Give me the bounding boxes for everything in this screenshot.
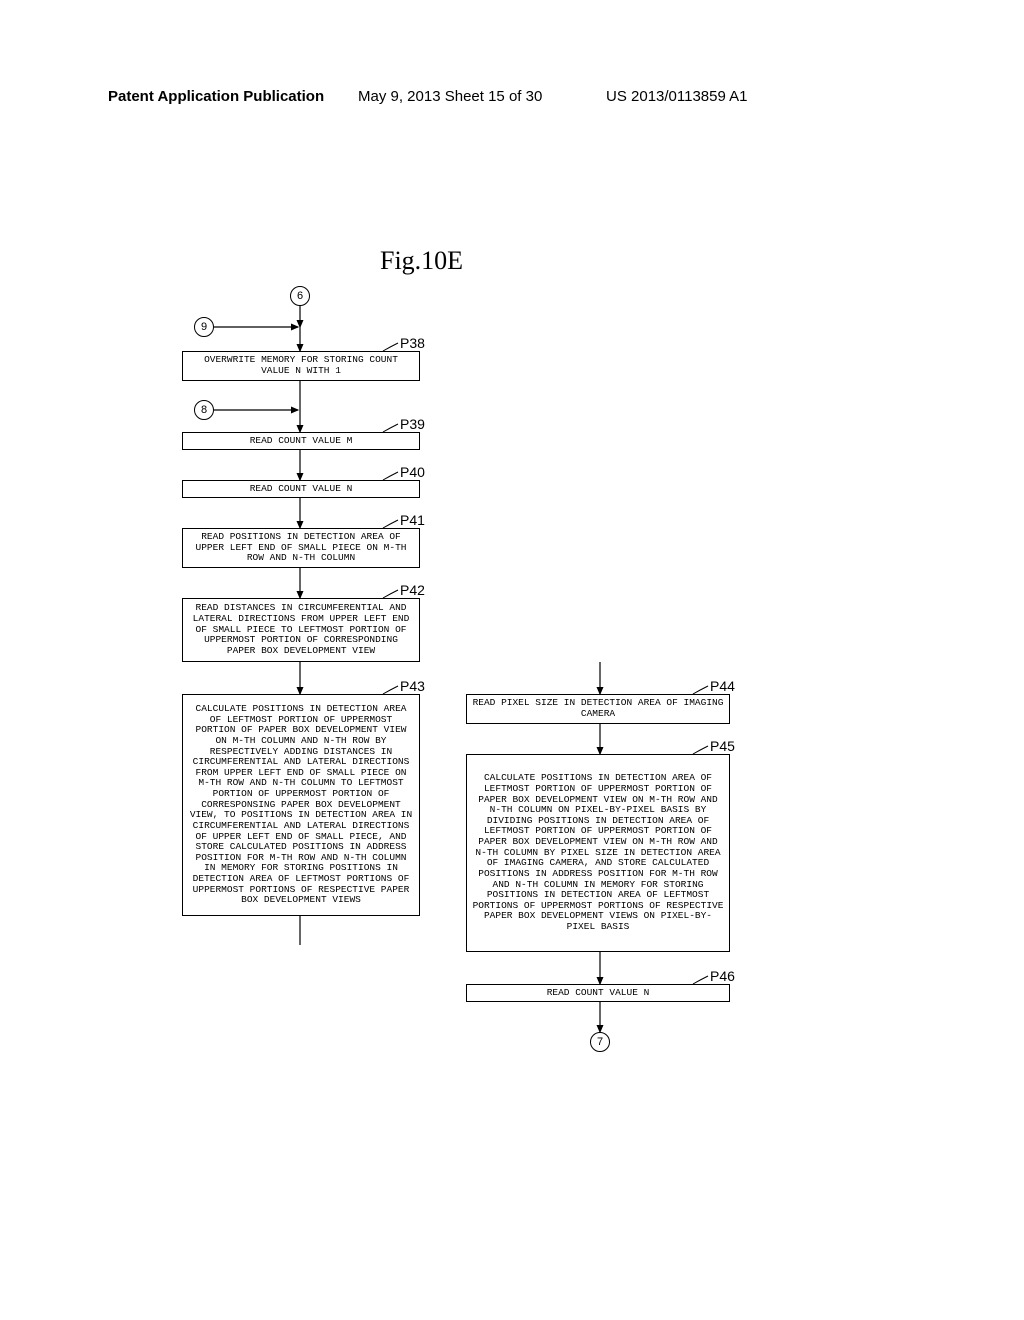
- flow-svg: [0, 0, 1024, 1320]
